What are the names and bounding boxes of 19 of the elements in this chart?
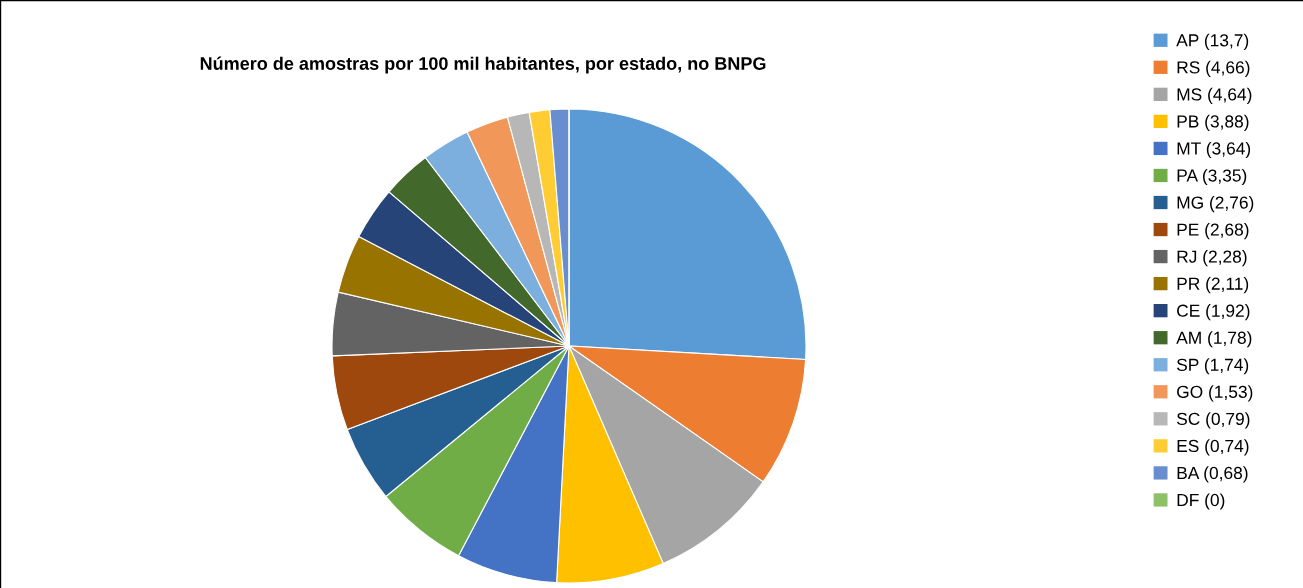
legend-label: SC (0,79) — [1176, 412, 1250, 429]
legend-label: RS (4,66) — [1177, 60, 1250, 77]
legend-label: MT (3,64) — [1177, 141, 1251, 159]
text: Número de amostras por 100 mil habitantes, por estado, no BNPG — [200, 56, 766, 74]
legend-label: RJ (2,28) — [1177, 250, 1247, 267]
legend-label: PB (3,88) — [1177, 114, 1249, 132]
legend-label: PR (2,11) — [1177, 277, 1249, 294]
legend-label: PE (2,68) — [1177, 223, 1249, 240]
legend-label: MG (2,76) — [1177, 195, 1254, 213]
legend-label: CE (1,92) — [1177, 304, 1250, 321]
legend-label: DF (0) — [1177, 493, 1225, 510]
legend-label: ES (0,74) — [1177, 439, 1249, 456]
legend-label: MS (4,64) — [1177, 87, 1252, 104]
legend-label: AP (13,7) — [1176, 33, 1249, 50]
legend-label: AM (1,78) — [1176, 331, 1252, 348]
legend-label: GO (1,53) — [1177, 385, 1253, 402]
legend-label: BA (0,68) — [1177, 466, 1248, 483]
legend-label: PA (3,35) — [1177, 168, 1247, 186]
legend-label: SP (1,74) — [1176, 358, 1249, 375]
